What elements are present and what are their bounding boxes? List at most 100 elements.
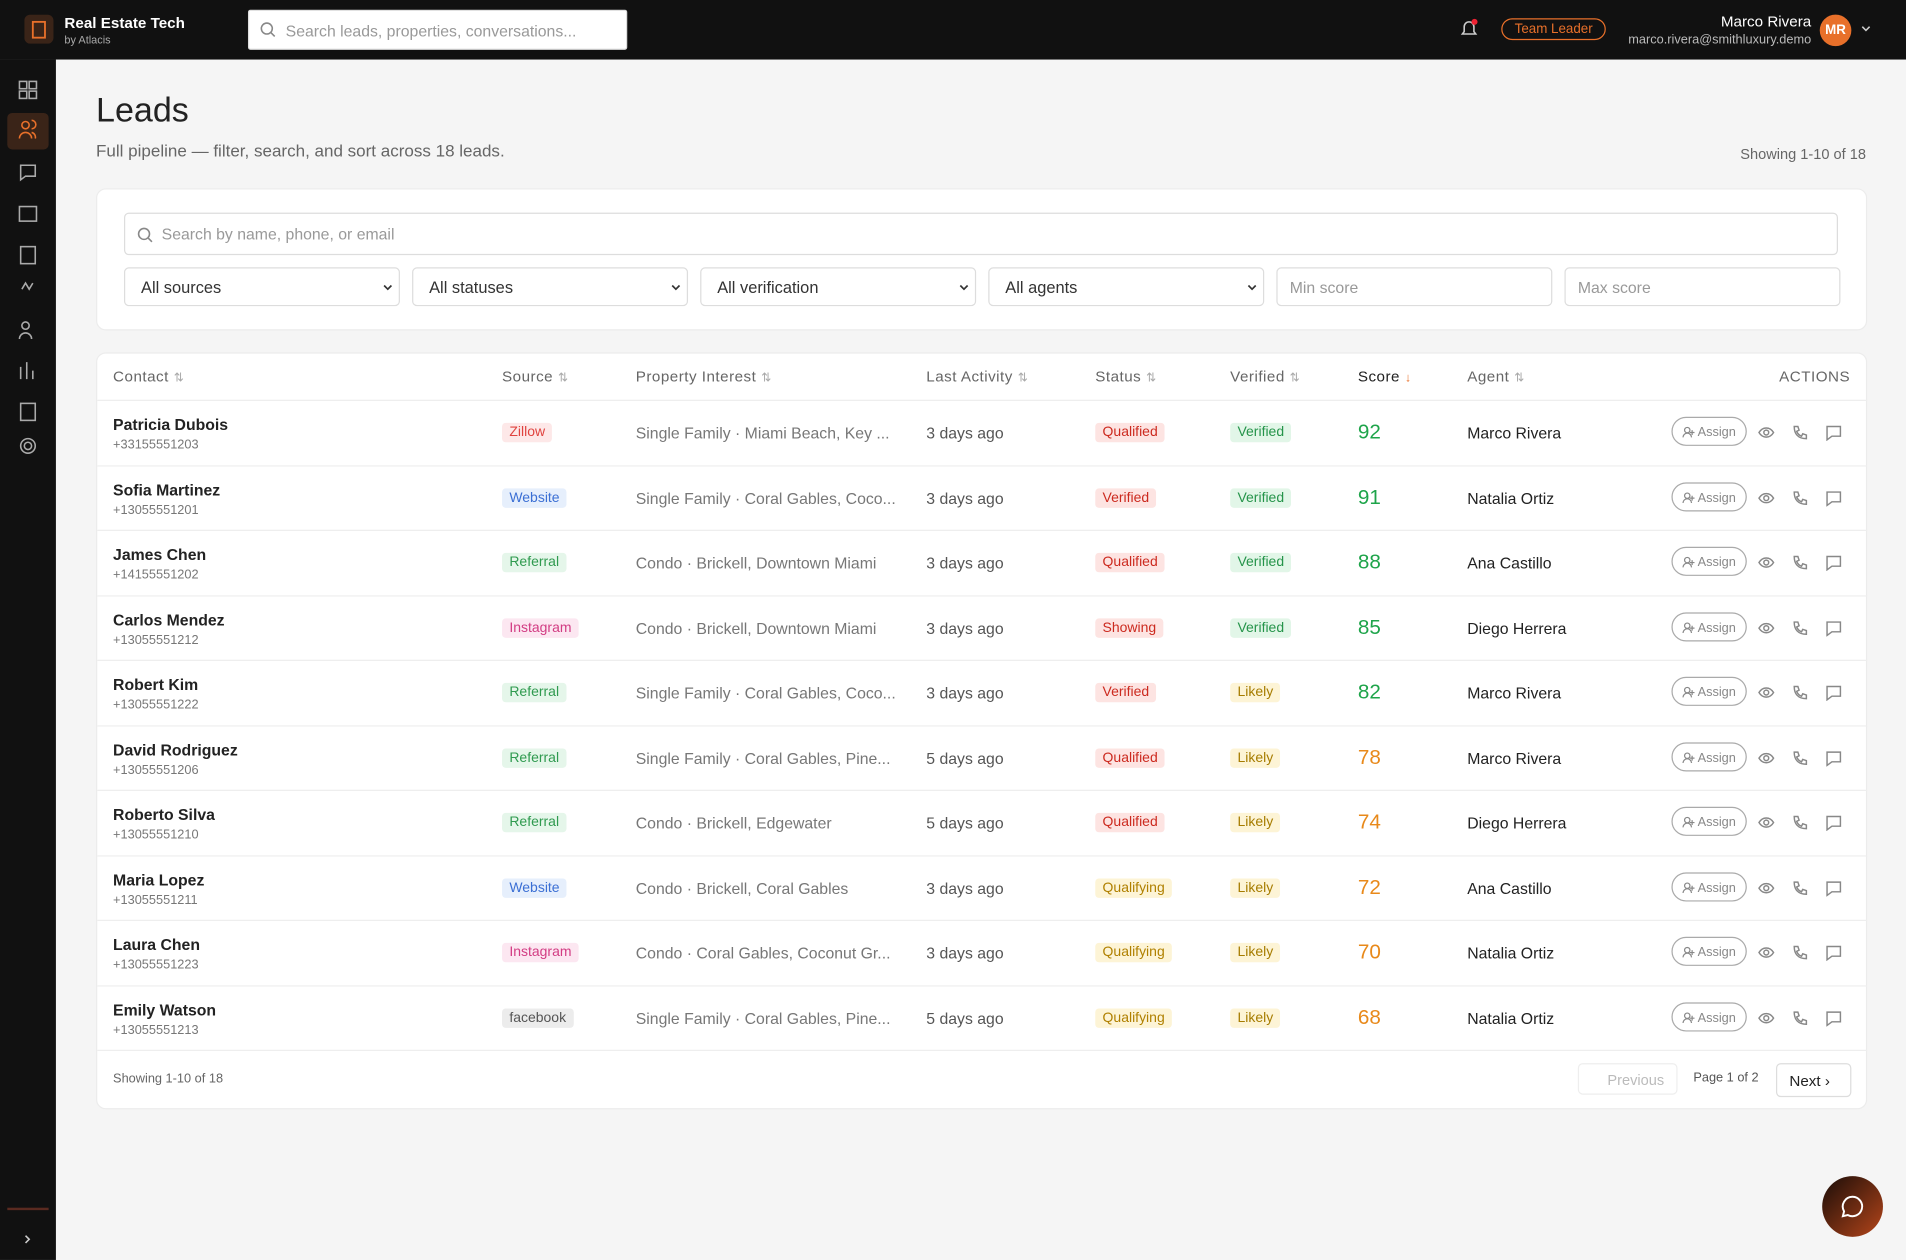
- assign-icon: [1682, 491, 1695, 503]
- filter-select[interactable]: All sources: [123, 267, 400, 307]
- lead-row[interactable]: Roberto Silva +13055551210 Referral Condo ·…: [97, 789, 1868, 856]
- source-badge: Zillow: [502, 422, 553, 443]
- lead-row[interactable]: Robert Kim +13055551222 Referral Single Fam…: [97, 659, 1868, 726]
- column-header-label: Agent: [1467, 368, 1510, 386]
- chevron: [671, 284, 681, 291]
- contact-phone: +13055551211: [113, 892, 198, 907]
- lead-search[interactable]: Search by name, phone, or email: [123, 212, 1838, 256]
- contact-phone: +13055551206: [113, 762, 199, 777]
- assign-label: Assign: [1697, 425, 1736, 440]
- column-header-label: Score: [1357, 368, 1400, 386]
- row-actions[interactable]: [1758, 749, 1855, 767]
- assign-label: Assign: [1697, 685, 1736, 700]
- assign-icon: [1682, 621, 1695, 633]
- lead-row[interactable]: David Rodriguez +13055551206 Referral Singl…: [97, 724, 1868, 791]
- agent-name: Marco Rivera: [1467, 684, 1562, 703]
- filter-card: Search by name, phone, or email All sour…: [96, 188, 1868, 331]
- column-header[interactable]: Contact ⇅: [113, 368, 184, 385]
- row-actions[interactable]: [1758, 1009, 1855, 1027]
- next-button[interactable]: Next ›: [1775, 1063, 1852, 1098]
- contact-name: Laura Chen: [113, 935, 200, 954]
- filter-select-label: All sources: [141, 278, 222, 297]
- notifications[interactable]: [1458, 17, 1482, 41]
- row-actions[interactable]: [1758, 684, 1855, 702]
- sort-icon: ⇅: [173, 371, 185, 386]
- sort-icon: ⇅: [1017, 371, 1029, 386]
- lead-row[interactable]: Maria Lopez +13055551211 Website Condo · Br…: [97, 854, 1868, 921]
- lead-row[interactable]: Patricia Dubois +33155551203 Zillow Single …: [97, 399, 1868, 466]
- lead-row[interactable]: Emily Watson +13055551213 facebook Single F…: [97, 984, 1868, 1051]
- global-search[interactable]: Search leads, properties, conversations.…: [247, 9, 628, 50]
- row-actions[interactable]: [1758, 554, 1855, 572]
- source-badge: Referral: [502, 552, 567, 573]
- score-input[interactable]: Max score: [1564, 267, 1841, 307]
- assign-label: Assign: [1697, 620, 1736, 635]
- row-actions[interactable]: [1758, 814, 1855, 832]
- search-icon: [260, 22, 276, 38]
- assign-button[interactable]: Assign: [1671, 871, 1747, 901]
- expand[interactable]: [22, 1233, 34, 1245]
- lead-row[interactable]: James Chen +14155551202 Referral Condo · Br…: [97, 529, 1868, 596]
- lead-row[interactable]: Carlos Mendez +13055551212 Instagram Condo …: [97, 594, 1868, 661]
- lead-row[interactable]: Laura Chen +13055551223 Instagram Condo · C…: [97, 919, 1868, 986]
- assign-label: Assign: [1697, 490, 1736, 505]
- app-sub: by Atlacis: [64, 34, 111, 47]
- status-badge: Qualifying: [1095, 877, 1173, 898]
- row-actions[interactable]: [1758, 489, 1855, 507]
- assign-label: Assign: [1697, 945, 1736, 960]
- verified-badge: Likely: [1230, 812, 1281, 833]
- previous-button[interactable]: Previous: [1577, 1063, 1678, 1095]
- chat-button[interactable]: [1822, 1176, 1883, 1237]
- nav-icons[interactable]: [18, 80, 38, 493]
- agent-name: Marco Rivera: [1467, 749, 1562, 768]
- assign-button[interactable]: Assign: [1671, 611, 1747, 641]
- assign-button[interactable]: Assign: [1671, 481, 1747, 511]
- lead-score: 92: [1357, 420, 1381, 444]
- column-header[interactable]: Score ↓: [1358, 368, 1412, 385]
- assign-button[interactable]: Assign: [1671, 741, 1747, 771]
- assign-icon: [1682, 816, 1695, 828]
- column-header[interactable]: Last Activity ⇅: [926, 368, 1028, 385]
- filter-select-label: All statuses: [429, 278, 514, 297]
- column-header[interactable]: Verified ⇅: [1230, 368, 1300, 385]
- lead-row[interactable]: Sofia Martinez +13055551201 Website Single …: [97, 464, 1868, 531]
- lead-score: 72: [1357, 875, 1381, 899]
- row-actions[interactable]: [1758, 879, 1855, 897]
- property-interest: Condo · Brickell, Coral Gables: [635, 879, 849, 898]
- assign-button[interactable]: Assign: [1671, 936, 1747, 966]
- assign-button[interactable]: Assign: [1671, 806, 1747, 836]
- status-badge: Qualified: [1095, 422, 1166, 443]
- filter-select-label: All agents: [1005, 278, 1078, 297]
- score-input[interactable]: Min score: [1276, 267, 1553, 307]
- column-header[interactable]: Agent ⇅: [1467, 368, 1525, 385]
- contact-name: Carlos Mendez: [113, 610, 225, 629]
- assign-button[interactable]: Assign: [1671, 676, 1747, 706]
- assign-button[interactable]: Assign: [1671, 1001, 1747, 1031]
- property-interest: Single Family · Coral Gables, Coco...: [635, 684, 896, 703]
- row-actions[interactable]: [1758, 619, 1855, 637]
- assign-icon: [1682, 686, 1695, 698]
- filter-select[interactable]: All statuses: [412, 267, 689, 307]
- row-actions[interactable]: [1758, 424, 1855, 442]
- agent-name: Diego Herrera: [1467, 814, 1567, 833]
- status-badge: Verified: [1095, 487, 1157, 508]
- column-header[interactable]: Source ⇅: [502, 368, 569, 385]
- row-actions[interactable]: [1758, 944, 1855, 962]
- verified-badge: Likely: [1230, 747, 1281, 768]
- filter-select[interactable]: All verification: [700, 267, 977, 307]
- user-menu-chevron[interactable]: [1860, 23, 1872, 35]
- filter-select[interactable]: All agents: [988, 267, 1265, 307]
- contact-name: Emily Watson: [113, 1000, 217, 1019]
- assign-button[interactable]: Assign: [1671, 546, 1747, 576]
- column-header[interactable]: Status ⇅: [1095, 368, 1157, 385]
- status-badge: Qualifying: [1095, 942, 1173, 963]
- search-placeholder: Search leads, properties, conversations.…: [285, 21, 577, 41]
- assign-button[interactable]: Assign: [1671, 416, 1747, 446]
- column-header[interactable]: Property Interest ⇅: [636, 368, 772, 385]
- lead-score: 70: [1357, 940, 1381, 964]
- status-badge: Verified: [1095, 682, 1157, 703]
- sort-icon: ↓: [1404, 371, 1412, 386]
- sort-icon: ⇅: [1289, 371, 1301, 386]
- avatar[interactable]: MR: [1819, 14, 1852, 47]
- score-input-placeholder: Max score: [1577, 278, 1651, 297]
